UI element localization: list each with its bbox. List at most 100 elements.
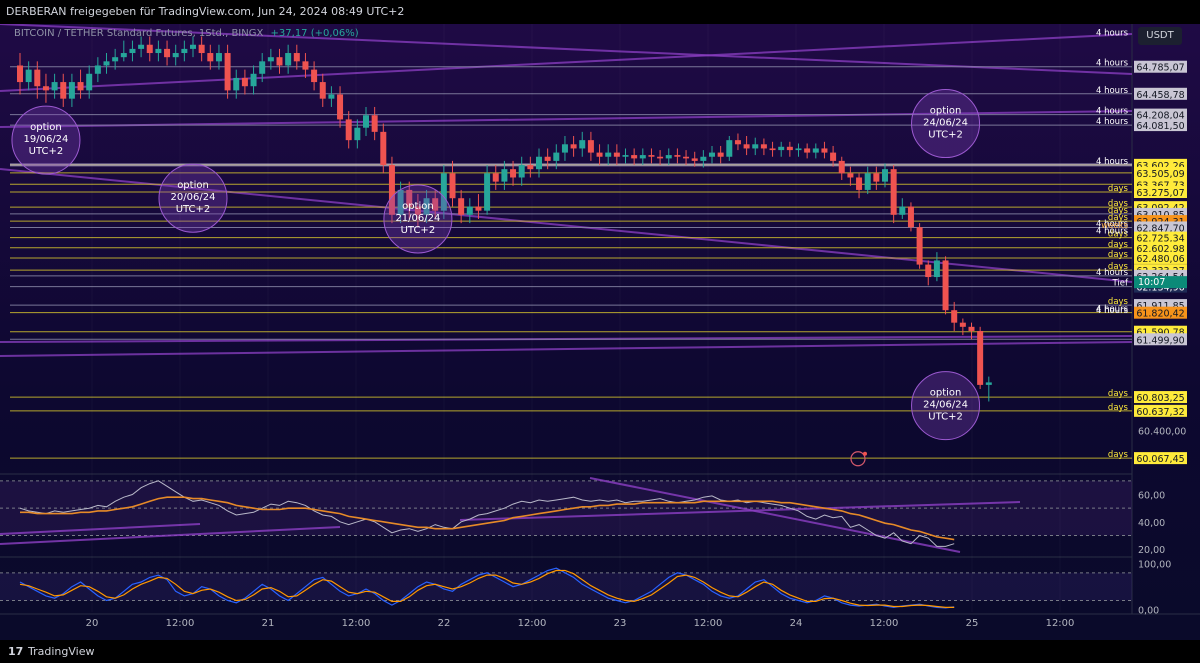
candle-body	[241, 77, 248, 87]
share-header-text: DERBERAN freigegeben für TradingView.com…	[6, 5, 405, 18]
price-level-tag: 4 hours	[1096, 227, 1129, 237]
candle-body	[25, 69, 32, 83]
candle-body	[181, 48, 188, 54]
rsi-line	[19, 480, 955, 547]
candle-body	[536, 156, 542, 170]
candle-body	[475, 206, 482, 211]
option-annotation-label: option	[30, 122, 62, 133]
option-annotation-circle	[911, 371, 981, 441]
candle-body	[847, 173, 854, 178]
symbol-legend[interactable]: BITCOIN / TETHER Standard Futures, 1Std.…	[14, 28, 359, 39]
price-axis-badge	[1134, 391, 1187, 404]
candle-body	[933, 260, 940, 278]
price-axis-label: 61.911,85	[1136, 301, 1184, 312]
price-level-tag: 4 hours	[1096, 28, 1129, 38]
price-level-tag: days	[1108, 403, 1129, 413]
currency-button[interactable]: USDT	[1138, 27, 1182, 45]
candle-body	[492, 173, 499, 182]
candle-body	[587, 140, 594, 153]
candle-body	[518, 165, 525, 178]
option-annotation-label: 20/06/24	[171, 192, 216, 203]
candle-body	[302, 61, 309, 70]
candle-body	[423, 198, 430, 215]
price-axis-label: 62.602,98	[1136, 244, 1184, 255]
price-axis-label: 61.499,90	[1136, 335, 1184, 346]
candle-body	[17, 65, 23, 83]
price-axis-label: 61.590,78	[1136, 328, 1184, 339]
candle-body	[103, 61, 110, 66]
price-axis-badge	[1134, 108, 1187, 121]
candle-body	[207, 53, 214, 62]
rsi-axis-label: 40,00	[1138, 518, 1165, 529]
footer: 17 TradingView	[0, 640, 1200, 663]
candle-body	[172, 53, 179, 58]
candle-body	[674, 155, 681, 157]
candle-body	[414, 206, 421, 215]
candle-body	[864, 173, 871, 190]
price-level-tag: 4 hours	[1096, 157, 1129, 167]
time-axis-label: 22	[438, 618, 451, 629]
candle-body	[354, 127, 361, 141]
candle-body	[648, 155, 655, 157]
option-annotation-label: UTC+2	[928, 412, 963, 423]
trend-line	[0, 24, 1133, 75]
candle-body	[873, 173, 880, 182]
time-axis-label: 25	[966, 618, 979, 629]
price-level-tag: days	[1108, 297, 1129, 307]
price-level-tag: Tief	[1111, 279, 1129, 289]
candle-body	[795, 148, 802, 151]
time-axis-label: 12:00	[518, 618, 547, 629]
price-level-tag: 4 hours	[1096, 117, 1129, 127]
candle-body	[138, 44, 145, 49]
chart-area[interactable]: option 19/06/24 UTC+2 option 20/06/24 UTC+2 op…	[0, 24, 1200, 640]
candle-body	[622, 155, 629, 157]
price-axis-label: 62.480,06	[1136, 254, 1184, 265]
price-axis-label: 63.602,26	[1136, 161, 1184, 172]
candle-body	[77, 82, 84, 91]
option-annotation-label: option	[930, 106, 962, 117]
price-axis-badge	[1134, 306, 1187, 319]
price-axis-label: 63.367,73	[1136, 180, 1184, 191]
time-axis-label: 21	[262, 618, 275, 629]
candle-body	[916, 227, 923, 265]
candle-body	[907, 206, 914, 228]
candle-body	[734, 140, 741, 145]
trend-line	[0, 33, 1133, 92]
candle-body	[68, 82, 75, 99]
candle-body	[233, 77, 240, 91]
option-annotation-circle	[383, 184, 453, 254]
candle-body	[553, 152, 560, 161]
candle-body	[527, 165, 534, 170]
price-axis-label: 63.275,07	[1136, 188, 1184, 199]
candle-body	[709, 152, 715, 157]
rsi-trend-line	[459, 501, 1021, 521]
candle-body	[388, 165, 395, 215]
option-annotation-circle	[911, 89, 981, 159]
candle-body	[899, 206, 906, 215]
price-level-tag: days	[1108, 262, 1129, 272]
candle-body	[830, 152, 837, 161]
price-axis-tick: 60.400,00	[1138, 427, 1186, 438]
price-axis-badge	[1134, 231, 1187, 244]
time-axis-label: 12:00	[870, 618, 899, 629]
candle-body	[977, 330, 984, 385]
option-annotation-label: 24/06/24	[923, 400, 968, 411]
tradingview-brand[interactable]: TradingView	[28, 645, 95, 658]
candle-body	[786, 146, 793, 151]
candle-body	[657, 156, 664, 159]
candle-body	[812, 148, 819, 153]
candle-body	[432, 198, 439, 211]
price-axis-label: 63.505,09	[1136, 169, 1184, 180]
candle-body	[683, 156, 690, 159]
option-annotation-label: option	[930, 388, 962, 399]
option-annotation-circle	[11, 105, 81, 175]
candle-body	[311, 69, 318, 83]
candle-body	[449, 173, 456, 199]
price-axis-badge	[1134, 241, 1187, 254]
price-axis-label: 62.847,70	[1136, 223, 1184, 234]
time-axis-label: 23	[614, 618, 627, 629]
time-axis-label: 24	[790, 618, 803, 629]
price-axis-label: 62.725,34	[1136, 234, 1184, 245]
price-axis-label: 60.637,32	[1136, 407, 1184, 418]
